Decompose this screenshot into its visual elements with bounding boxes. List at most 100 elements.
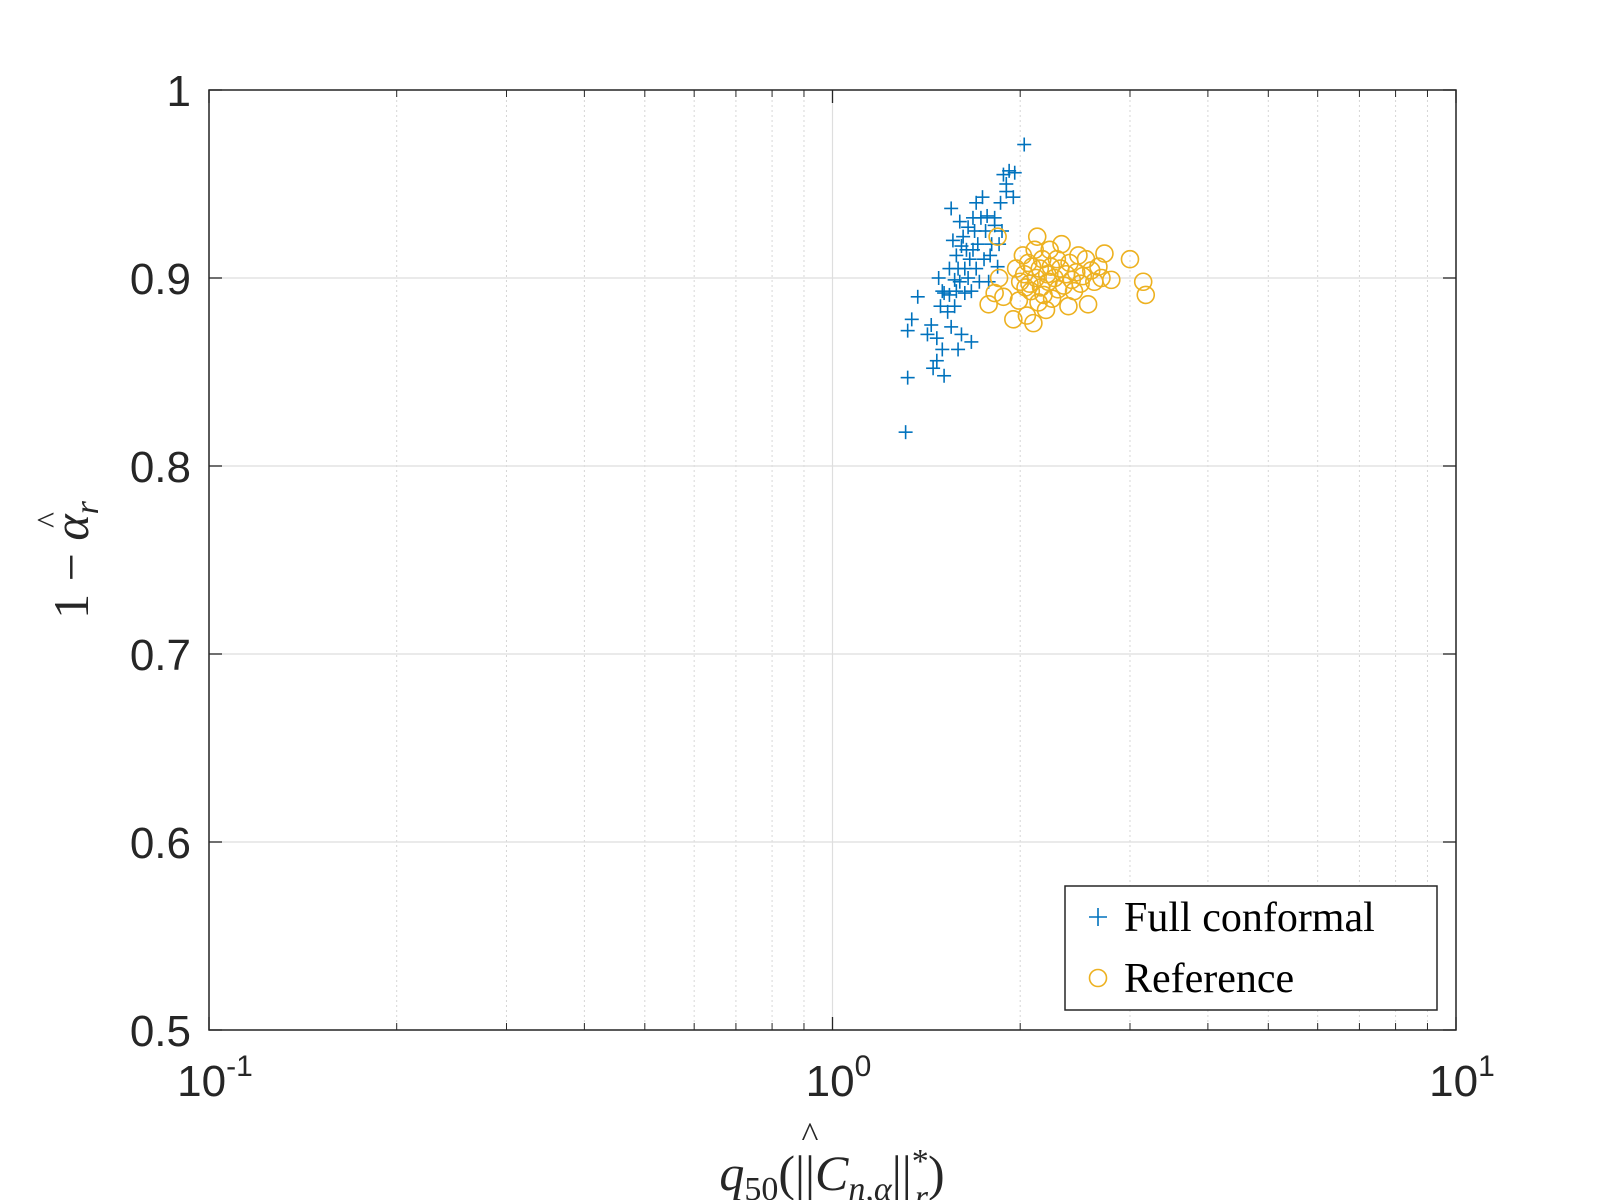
series-full-conformal [898, 137, 1032, 440]
data-point-plus [996, 167, 1011, 182]
data-point-circle [1095, 244, 1114, 263]
data-point-circle [1025, 240, 1044, 260]
data-point-circle [1078, 295, 1098, 314]
data-point-circle [1016, 278, 1035, 297]
x-label-sub50: 50 [744, 1171, 778, 1200]
data-point-plus [929, 353, 944, 368]
data-point-plus [969, 261, 984, 276]
data-point-plus [942, 287, 957, 302]
data-point-plus [961, 271, 976, 285]
x-tick-base: 10 [177, 1057, 226, 1106]
series-reference [979, 227, 1156, 333]
data-point-plus [954, 327, 969, 342]
data-point-plus [949, 248, 964, 263]
data-point-plus [933, 299, 948, 314]
y-tick-label: 1 [167, 67, 191, 116]
data-point-plus [1007, 165, 1022, 180]
y-tick-label: 0.7 [130, 631, 191, 680]
data-point-plus [940, 304, 955, 319]
data-point-plus [994, 224, 1009, 238]
data-point-plus [983, 248, 998, 263]
legend: Full conformal Reference [1064, 885, 1438, 1011]
x-tick-base: 10 [806, 1057, 855, 1106]
data-point-plus [952, 214, 967, 229]
data-point-plus [900, 323, 915, 338]
data-point-plus [1002, 163, 1017, 178]
data-point-circle [1026, 268, 1046, 288]
data-point-plus [947, 299, 962, 314]
data-point-circle [1036, 300, 1056, 320]
data-point-circle [989, 268, 1009, 288]
data-point-plus [951, 342, 966, 357]
data-point-plus [944, 319, 959, 334]
data-point-plus [952, 274, 967, 289]
data-point-circle [1120, 249, 1140, 269]
legend-label-reference: Reference [1124, 956, 1294, 1002]
data-point-plus [964, 284, 979, 299]
y-tick-label: 0.5 [130, 1007, 191, 1056]
data-point-circle [1027, 227, 1047, 246]
x-tick-label: 100 [806, 1050, 872, 1106]
data-point-circle [979, 295, 998, 314]
y-tick-labels: 0.5 0.6 0.7 0.8 0.9 1 [130, 67, 191, 1056]
y-tick-label: 0.8 [130, 443, 191, 492]
data-point-plus [898, 425, 913, 440]
data-point-circle [1133, 272, 1153, 292]
data-point-plus [962, 252, 977, 267]
x-tick-exponent: 1 [1478, 1050, 1495, 1083]
x-label-end: ) [928, 1145, 945, 1200]
data-point-plus [973, 210, 988, 225]
data-point-plus [920, 327, 935, 342]
data-point-plus [957, 286, 972, 301]
data-point-plus [999, 184, 1014, 199]
x-tick-label: 10-1 [177, 1050, 253, 1106]
data-point-plus [926, 361, 941, 376]
x-label-hat: ^ [802, 1115, 819, 1155]
data-point-circle [1102, 270, 1121, 290]
axis-ticks [208, 89, 1457, 1031]
data-point-plus [987, 218, 1002, 233]
data-point-plus [949, 284, 964, 299]
data-point-plus [970, 237, 985, 252]
data-point-plus [929, 331, 944, 346]
data-point-plus [900, 370, 915, 385]
series-layer [898, 137, 1156, 440]
x-tick-exponent: 0 [855, 1050, 872, 1083]
data-point-plus [993, 195, 1008, 210]
data-point-plus [931, 271, 946, 285]
x-tick-labels: 10-1 100 101 [177, 1050, 1495, 1106]
x-label-sub-r: r [915, 1179, 929, 1200]
data-point-plus [961, 220, 976, 235]
y-label-lead: 1 − [43, 541, 99, 619]
y-label-alpha: α [43, 513, 99, 541]
data-point-circle [1089, 257, 1108, 277]
y-axis-label: 1 − αr ^ [31, 500, 106, 618]
y-tick-label: 0.6 [130, 819, 191, 868]
data-point-plus [975, 190, 990, 205]
data-point-plus [945, 233, 960, 248]
data-point-plus [977, 252, 992, 267]
data-point-plus [944, 201, 959, 216]
data-point-plus [969, 195, 984, 210]
data-point-plus [935, 284, 950, 299]
data-point-plus [1006, 190, 1021, 205]
data-point-plus [904, 312, 919, 327]
data-point-circle [988, 227, 1007, 246]
legend-box [1064, 885, 1438, 1011]
x-label-close: || [892, 1145, 912, 1200]
x-label-sub-n-alpha: n,α [848, 1171, 893, 1200]
x-tick-label: 101 [1429, 1050, 1495, 1106]
data-point-plus [956, 229, 971, 244]
data-point-plus [910, 289, 925, 304]
x-tick-exponent: -1 [226, 1050, 253, 1083]
data-point-plus [1017, 137, 1032, 152]
data-point-circle [1004, 310, 1023, 329]
x-label-c: C [815, 1145, 849, 1200]
data-point-plus [980, 208, 995, 223]
y-label-hat: ^ [31, 512, 68, 528]
data-point-plus [937, 368, 952, 383]
data-point-circle [1092, 268, 1111, 288]
x-label-sup-star: * [912, 1143, 929, 1180]
data-point-circle [1136, 285, 1156, 305]
